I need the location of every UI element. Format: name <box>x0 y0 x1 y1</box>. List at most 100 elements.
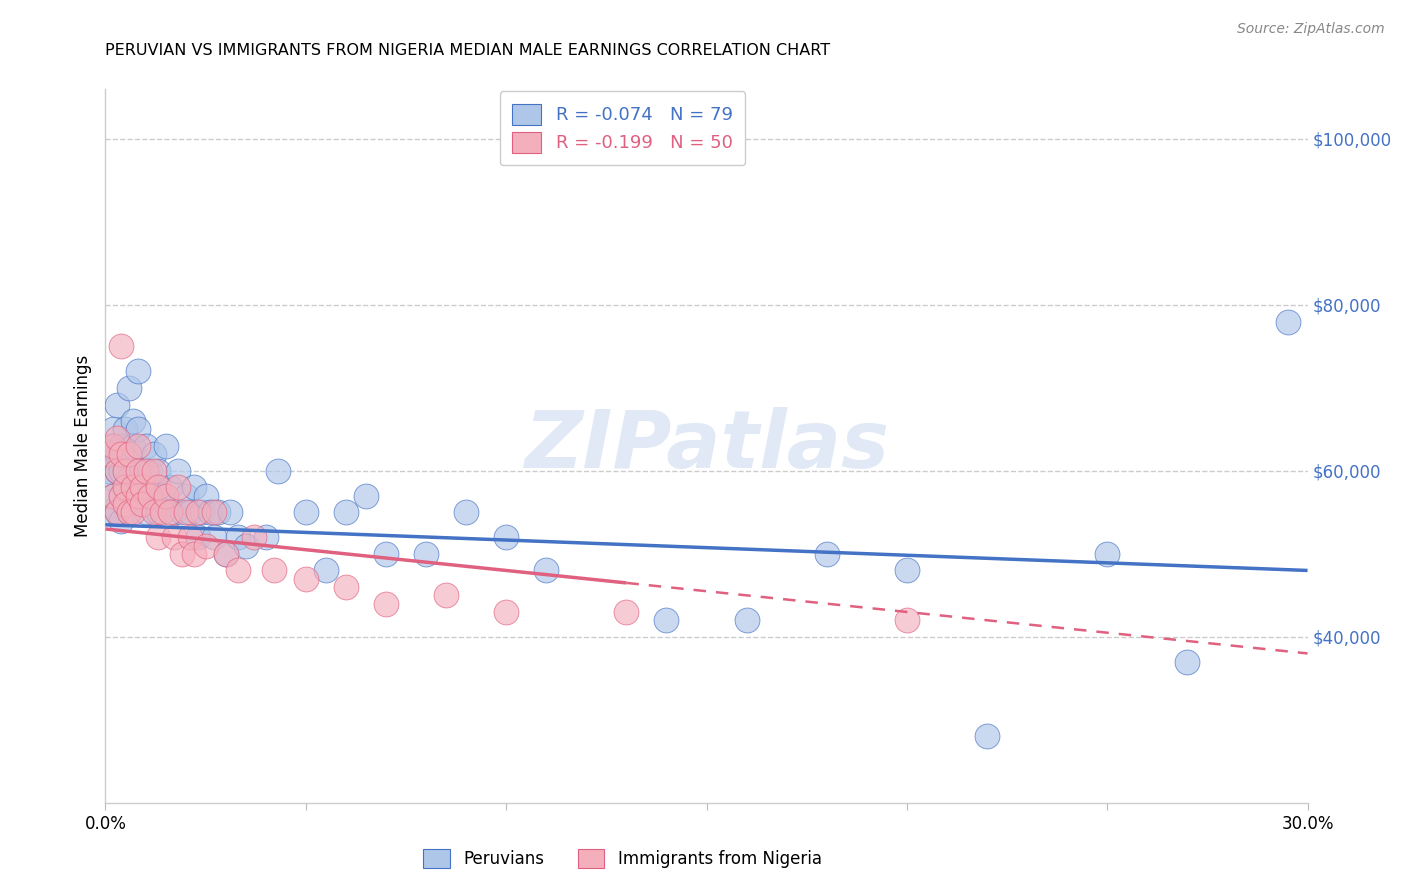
Point <box>146 530 169 544</box>
Point <box>118 472 141 486</box>
Point <box>295 505 318 519</box>
Point <box>315 564 337 578</box>
Point <box>616 605 638 619</box>
Point <box>110 489 132 503</box>
Point <box>114 464 136 478</box>
Point <box>150 489 173 503</box>
Point <box>295 572 318 586</box>
Point <box>187 505 209 519</box>
Point <box>150 505 173 519</box>
Point <box>118 505 141 519</box>
Point <box>118 447 141 461</box>
Point <box>127 464 149 478</box>
Point <box>107 431 129 445</box>
Point <box>118 447 141 461</box>
Point <box>103 489 125 503</box>
Point <box>142 481 165 495</box>
Point <box>110 514 132 528</box>
Point <box>114 481 136 495</box>
Point <box>190 505 212 519</box>
Point <box>434 588 457 602</box>
Point <box>374 597 398 611</box>
Point <box>118 381 141 395</box>
Point <box>110 447 132 461</box>
Point <box>735 613 758 627</box>
Point <box>138 489 160 503</box>
Text: ZIPatlas: ZIPatlas <box>524 407 889 485</box>
Point <box>1097 547 1119 561</box>
Point <box>267 464 290 478</box>
Point <box>1277 314 1299 328</box>
Point <box>110 489 132 503</box>
Point <box>131 497 153 511</box>
Point <box>534 564 557 578</box>
Point <box>207 505 229 519</box>
Point <box>110 464 132 478</box>
Point <box>166 464 188 478</box>
Point <box>127 422 149 436</box>
Point <box>127 489 149 503</box>
Point <box>131 464 153 478</box>
Point <box>335 505 357 519</box>
Point <box>179 530 201 544</box>
Point <box>103 489 125 503</box>
Point <box>254 530 277 544</box>
Point <box>114 464 136 478</box>
Point <box>98 447 121 461</box>
Point <box>103 472 125 486</box>
Point <box>896 564 918 578</box>
Point <box>114 497 136 511</box>
Point <box>98 447 121 461</box>
Point <box>107 447 129 461</box>
Point <box>214 547 236 561</box>
Point <box>1177 655 1199 669</box>
Point <box>118 505 141 519</box>
Point <box>131 497 153 511</box>
Point <box>142 505 165 519</box>
Point <box>107 397 129 411</box>
Point <box>155 489 177 503</box>
Point <box>242 530 264 544</box>
Point <box>142 464 165 478</box>
Point <box>202 530 225 544</box>
Point <box>131 481 153 495</box>
Point <box>374 547 398 561</box>
Point <box>127 439 149 453</box>
Point <box>218 505 240 519</box>
Point <box>174 505 197 519</box>
Point <box>655 613 678 627</box>
Point <box>135 472 157 486</box>
Point <box>183 481 205 495</box>
Point <box>135 464 157 478</box>
Point <box>815 547 838 561</box>
Point <box>142 447 165 461</box>
Point <box>198 505 221 519</box>
Point <box>107 505 129 519</box>
Point <box>138 464 160 478</box>
Point <box>107 505 129 519</box>
Point <box>174 489 197 503</box>
Point <box>122 439 145 453</box>
Point <box>122 481 145 495</box>
Point <box>166 481 188 495</box>
Text: PERUVIAN VS IMMIGRANTS FROM NIGERIA MEDIAN MALE EARNINGS CORRELATION CHART: PERUVIAN VS IMMIGRANTS FROM NIGERIA MEDI… <box>105 43 831 58</box>
Point <box>263 564 285 578</box>
Point <box>415 547 437 561</box>
Point <box>122 505 145 519</box>
Point <box>170 547 193 561</box>
Point <box>98 464 121 478</box>
Point <box>159 481 181 495</box>
Point <box>110 339 132 353</box>
Text: Source: ZipAtlas.com: Source: ZipAtlas.com <box>1237 22 1385 37</box>
Point <box>896 613 918 627</box>
Point <box>495 605 517 619</box>
Point <box>226 530 249 544</box>
Point <box>146 505 169 519</box>
Point <box>135 439 157 453</box>
Point <box>114 481 136 495</box>
Point <box>170 505 193 519</box>
Y-axis label: Median Male Earnings: Median Male Earnings <box>73 355 91 537</box>
Point <box>187 530 209 544</box>
Point <box>114 497 136 511</box>
Point <box>127 489 149 503</box>
